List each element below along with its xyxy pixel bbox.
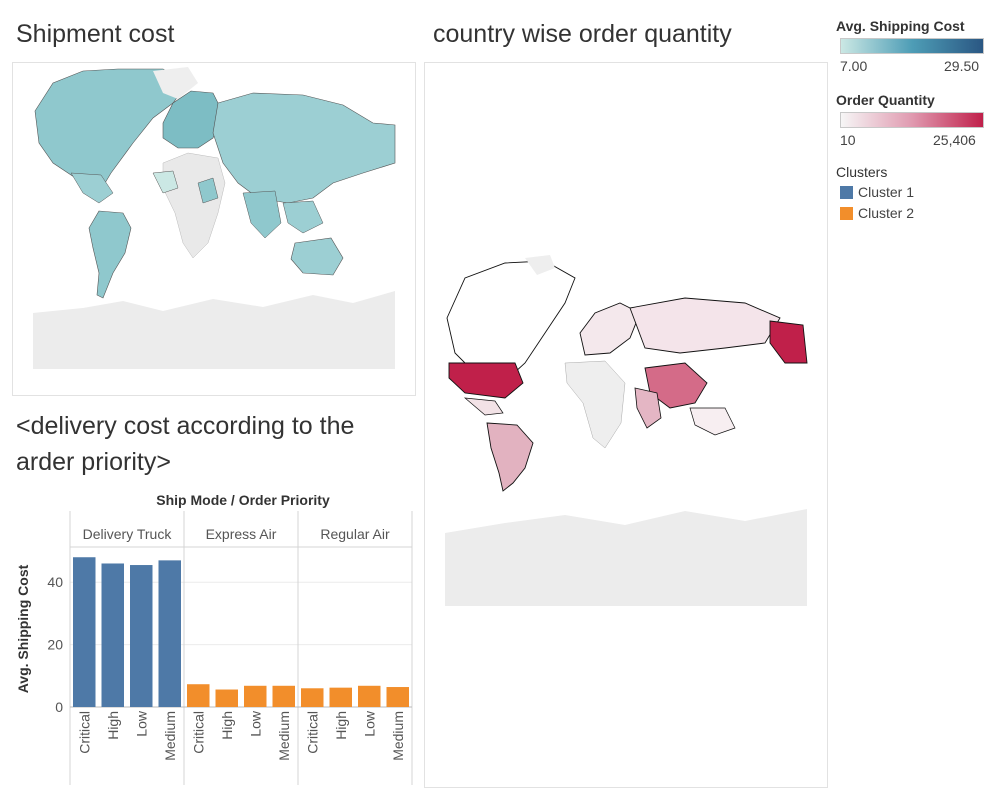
bar-chart-title-line1: <delivery cost according to the — [16, 412, 355, 440]
group-header-label: Delivery Truck — [83, 526, 173, 542]
order-quantity-max-label: 25,406 — [933, 132, 976, 148]
bar-regular-air-low[interactable] — [358, 685, 381, 707]
y-axis-title: Avg. Shipping Cost — [15, 564, 31, 693]
bar-delivery-truck-critical[interactable] — [73, 557, 96, 707]
shipping-cost-legend-title: Avg. Shipping Cost — [836, 18, 965, 34]
y-tick-label: 40 — [47, 574, 63, 590]
order-quantity-color-ramp — [840, 112, 984, 128]
greenland-shape — [525, 255, 555, 275]
x-category-label: High — [219, 711, 235, 740]
x-category-label: Medium — [162, 711, 178, 761]
y-tick-label: 20 — [47, 637, 63, 653]
mexico-shape[interactable] — [463, 397, 504, 416]
europe-shape[interactable] — [579, 302, 641, 356]
asia-shape[interactable] — [212, 92, 396, 204]
x-category-label: Low — [133, 710, 149, 737]
x-category-label: Low — [247, 710, 263, 737]
x-category-label: High — [333, 711, 349, 740]
bar-chart-title-line2: arder priority> — [16, 448, 171, 476]
cluster-2-label[interactable]: Cluster 2 — [858, 205, 915, 221]
mexico-shape[interactable] — [70, 172, 114, 204]
shipment-cost-title: Shipment cost — [16, 20, 175, 48]
country-order-title: country wise order quantity — [433, 20, 732, 48]
shipping-cost-color-ramp — [840, 38, 984, 54]
southeast-asia-shape[interactable] — [282, 200, 324, 234]
antarctica-shape — [33, 291, 395, 369]
order-quantity-map-svg — [445, 255, 808, 606]
bar-regular-air-high[interactable] — [329, 687, 353, 707]
australia-shape[interactable] — [290, 237, 344, 276]
x-category-label: Medium — [276, 711, 292, 761]
bar-regular-air-critical[interactable] — [301, 688, 324, 707]
x-category-label: High — [105, 711, 121, 740]
y-tick-label: 0 — [55, 699, 63, 715]
x-category-label: Medium — [390, 711, 406, 761]
north-america-shape[interactable] — [34, 68, 189, 194]
x-category-label: Critical — [76, 711, 92, 754]
bar-express-air-critical[interactable] — [187, 684, 210, 707]
north-africa-shape[interactable] — [152, 170, 179, 194]
southeast-asia-shape[interactable] — [689, 407, 736, 436]
bar-express-air-low[interactable] — [244, 685, 267, 707]
bar-express-air-high[interactable] — [215, 689, 239, 707]
bar-delivery-truck-medium[interactable] — [158, 560, 182, 707]
middle-east-shape[interactable] — [197, 177, 219, 204]
cluster-1-swatch[interactable] — [840, 186, 853, 199]
order-quantity-map[interactable] — [424, 62, 828, 788]
shipment-cost-map-svg — [33, 65, 396, 369]
bar-express-air-medium[interactable] — [272, 685, 296, 707]
cluster-1-label[interactable]: Cluster 1 — [858, 184, 915, 200]
shipping-cost-bar-chart[interactable]: Ship Mode / Order Priority Avg. Shipping … — [10, 485, 420, 795]
order-quantity-legend-title: Order Quantity — [836, 92, 935, 108]
russia-shape[interactable] — [629, 297, 781, 354]
bar-delivery-truck-high[interactable] — [101, 563, 125, 707]
x-category-label: Critical — [190, 711, 206, 754]
bar-chart-header-title: Ship Mode / Order Priority — [156, 492, 330, 508]
shipping-cost-min-label: 7.00 — [840, 58, 868, 74]
south-america-shape[interactable] — [486, 422, 534, 492]
order-quantity-min-label: 10 — [840, 132, 856, 148]
africa-shape — [564, 360, 626, 449]
bar-delivery-truck-low[interactable] — [130, 565, 153, 707]
south-asia-shape[interactable] — [242, 190, 282, 239]
shipment-cost-map[interactable] — [12, 62, 416, 396]
clusters-legend-title: Clusters — [836, 164, 888, 180]
cluster-2-swatch[interactable] — [840, 207, 853, 220]
south-america-shape[interactable] — [88, 210, 132, 299]
bar-regular-air-medium[interactable] — [386, 687, 410, 707]
alaska-shape[interactable] — [769, 320, 808, 364]
x-category-label: Critical — [304, 711, 320, 754]
shipping-cost-max-label: 29.50 — [944, 58, 980, 74]
antarctica-shape — [445, 509, 807, 606]
group-header-label: Express Air — [206, 526, 277, 542]
greenland-shape — [153, 67, 198, 99]
usa-shape[interactable] — [448, 362, 524, 399]
group-header-label: Regular Air — [320, 526, 390, 542]
india-shape[interactable] — [634, 387, 662, 429]
x-category-label: Low — [361, 710, 377, 737]
